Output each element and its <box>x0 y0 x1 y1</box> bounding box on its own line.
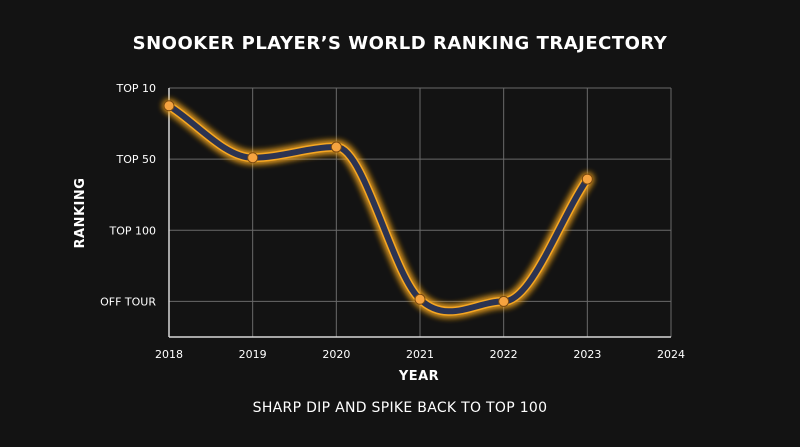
x-tick-label: 2023 <box>573 348 601 361</box>
x-tick-label: 2021 <box>406 348 434 361</box>
data-point <box>163 100 175 112</box>
tick-labels: 2018 2019 2020 2021 2022 2023 2024 TOP 10 TOP 50… <box>100 82 685 361</box>
data-point <box>498 295 510 307</box>
x-tick-label: 2024 <box>657 348 685 361</box>
data-point <box>414 293 426 305</box>
x-tick-label: 2018 <box>155 348 183 361</box>
data-points <box>163 100 593 307</box>
data-point <box>581 173 593 185</box>
x-tick-label: 2022 <box>490 348 518 361</box>
chart-title: SNOOKER PLAYER’S WORLD RANKING TRAJECTOR… <box>132 33 668 54</box>
data-point <box>330 141 342 153</box>
y-axis-label: RANKING <box>73 178 88 249</box>
x-tick-label: 2019 <box>239 348 267 361</box>
series-line <box>163 100 593 317</box>
y-tick-label: TOP 100 <box>108 224 156 237</box>
y-tick-label: OFF TOUR <box>100 295 156 308</box>
x-tick-label: 2020 <box>322 348 350 361</box>
chart-subtitle: SHARP DIP AND SPIKE BACK TO TOP 100 <box>252 400 548 416</box>
x-axis-label: YEAR <box>398 369 439 384</box>
axes <box>168 88 671 338</box>
data-point <box>247 152 259 164</box>
y-tick-label: TOP 10 <box>115 82 156 95</box>
y-tick-label: TOP 50 <box>115 153 156 166</box>
